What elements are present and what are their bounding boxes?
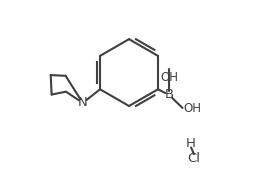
Text: OH: OH [183,102,201,115]
Text: H: H [186,137,196,150]
Text: N: N [78,96,88,109]
Text: Cl: Cl [188,152,200,165]
Text: OH: OH [160,71,178,84]
Text: B: B [165,88,174,101]
